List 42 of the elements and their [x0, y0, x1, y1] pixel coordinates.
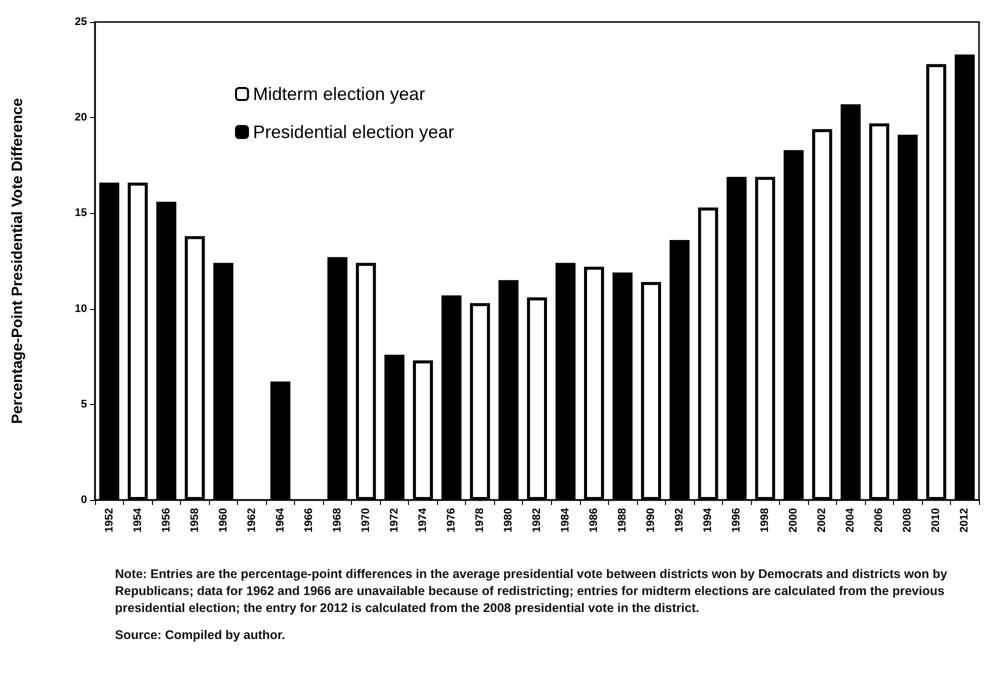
x-tick-label: 1952 [103, 508, 116, 532]
text: Note: Entries are the percentage-point differences in the average presidential vote between districts won by Democrats and districts won by Republicans; data for 1962 and 1966 are unavailable because of redistricting; entries for midterm elections are calculated from the previous presidential election; the entry for 2012 is calculated from the 2008 presidential vote in the district. [115, 566, 948, 617]
x-tick-label: 1984 [560, 507, 572, 532]
x-tick-label: 1962 [246, 508, 258, 532]
x-tick-label: 2000 [788, 508, 800, 532]
source-note: Source: Compiled by author. [115, 627, 286, 644]
x-tick-label: 1960 [217, 508, 230, 532]
x-tick-label: 2012 [958, 508, 971, 532]
x-tick-label: 1976 [445, 508, 458, 532]
legend-label: Midterm election year [253, 84, 426, 104]
legend-label: Presidential election year [253, 122, 454, 142]
x-tick-label: 2002 [816, 508, 828, 532]
x-tick-label: 1978 [474, 508, 486, 532]
x-tick-label: 2008 [902, 508, 914, 532]
y-tick-label: 20 [74, 112, 87, 124]
y-tick-label: 10 [74, 302, 87, 315]
x-tick-label: 2004 [844, 507, 857, 532]
x-tick-label: 1956 [160, 508, 172, 532]
x-tick-label: 1996 [730, 508, 743, 532]
x-tick-label: 1968 [331, 508, 344, 532]
x-tick-label: 1964 [274, 507, 286, 532]
x-tick-label: 1972 [388, 508, 400, 532]
y-tick-label: 25 [74, 16, 87, 28]
y-axis-title: Percentage-Point Presidential Vote Difference [9, 98, 26, 424]
x-tick-label: 1988 [616, 508, 629, 532]
y-tick-label: 0 [80, 494, 87, 506]
x-tick-label: 1970 [360, 508, 372, 532]
x-tick-label: 1980 [502, 508, 514, 532]
x-tick-label: 2010 [930, 508, 942, 532]
y-tick-label: 15 [74, 207, 87, 220]
y-tick-label: 5 [80, 398, 87, 410]
x-tick-label: 1992 [674, 508, 686, 532]
x-tick-label: 1986 [588, 508, 600, 532]
x-tick-label: 1954 [132, 507, 144, 532]
x-tick-label: 1966 [302, 508, 315, 532]
x-tick-label: 1994 [702, 507, 714, 532]
x-tick-label: 1974 [416, 507, 429, 532]
x-tick-label: 2006 [873, 508, 886, 532]
x-tick-label: 1982 [531, 508, 543, 532]
x-tick-label: 1958 [188, 508, 201, 532]
x-tick-label: 1990 [645, 508, 658, 532]
x-tick-label: 1998 [759, 508, 772, 532]
